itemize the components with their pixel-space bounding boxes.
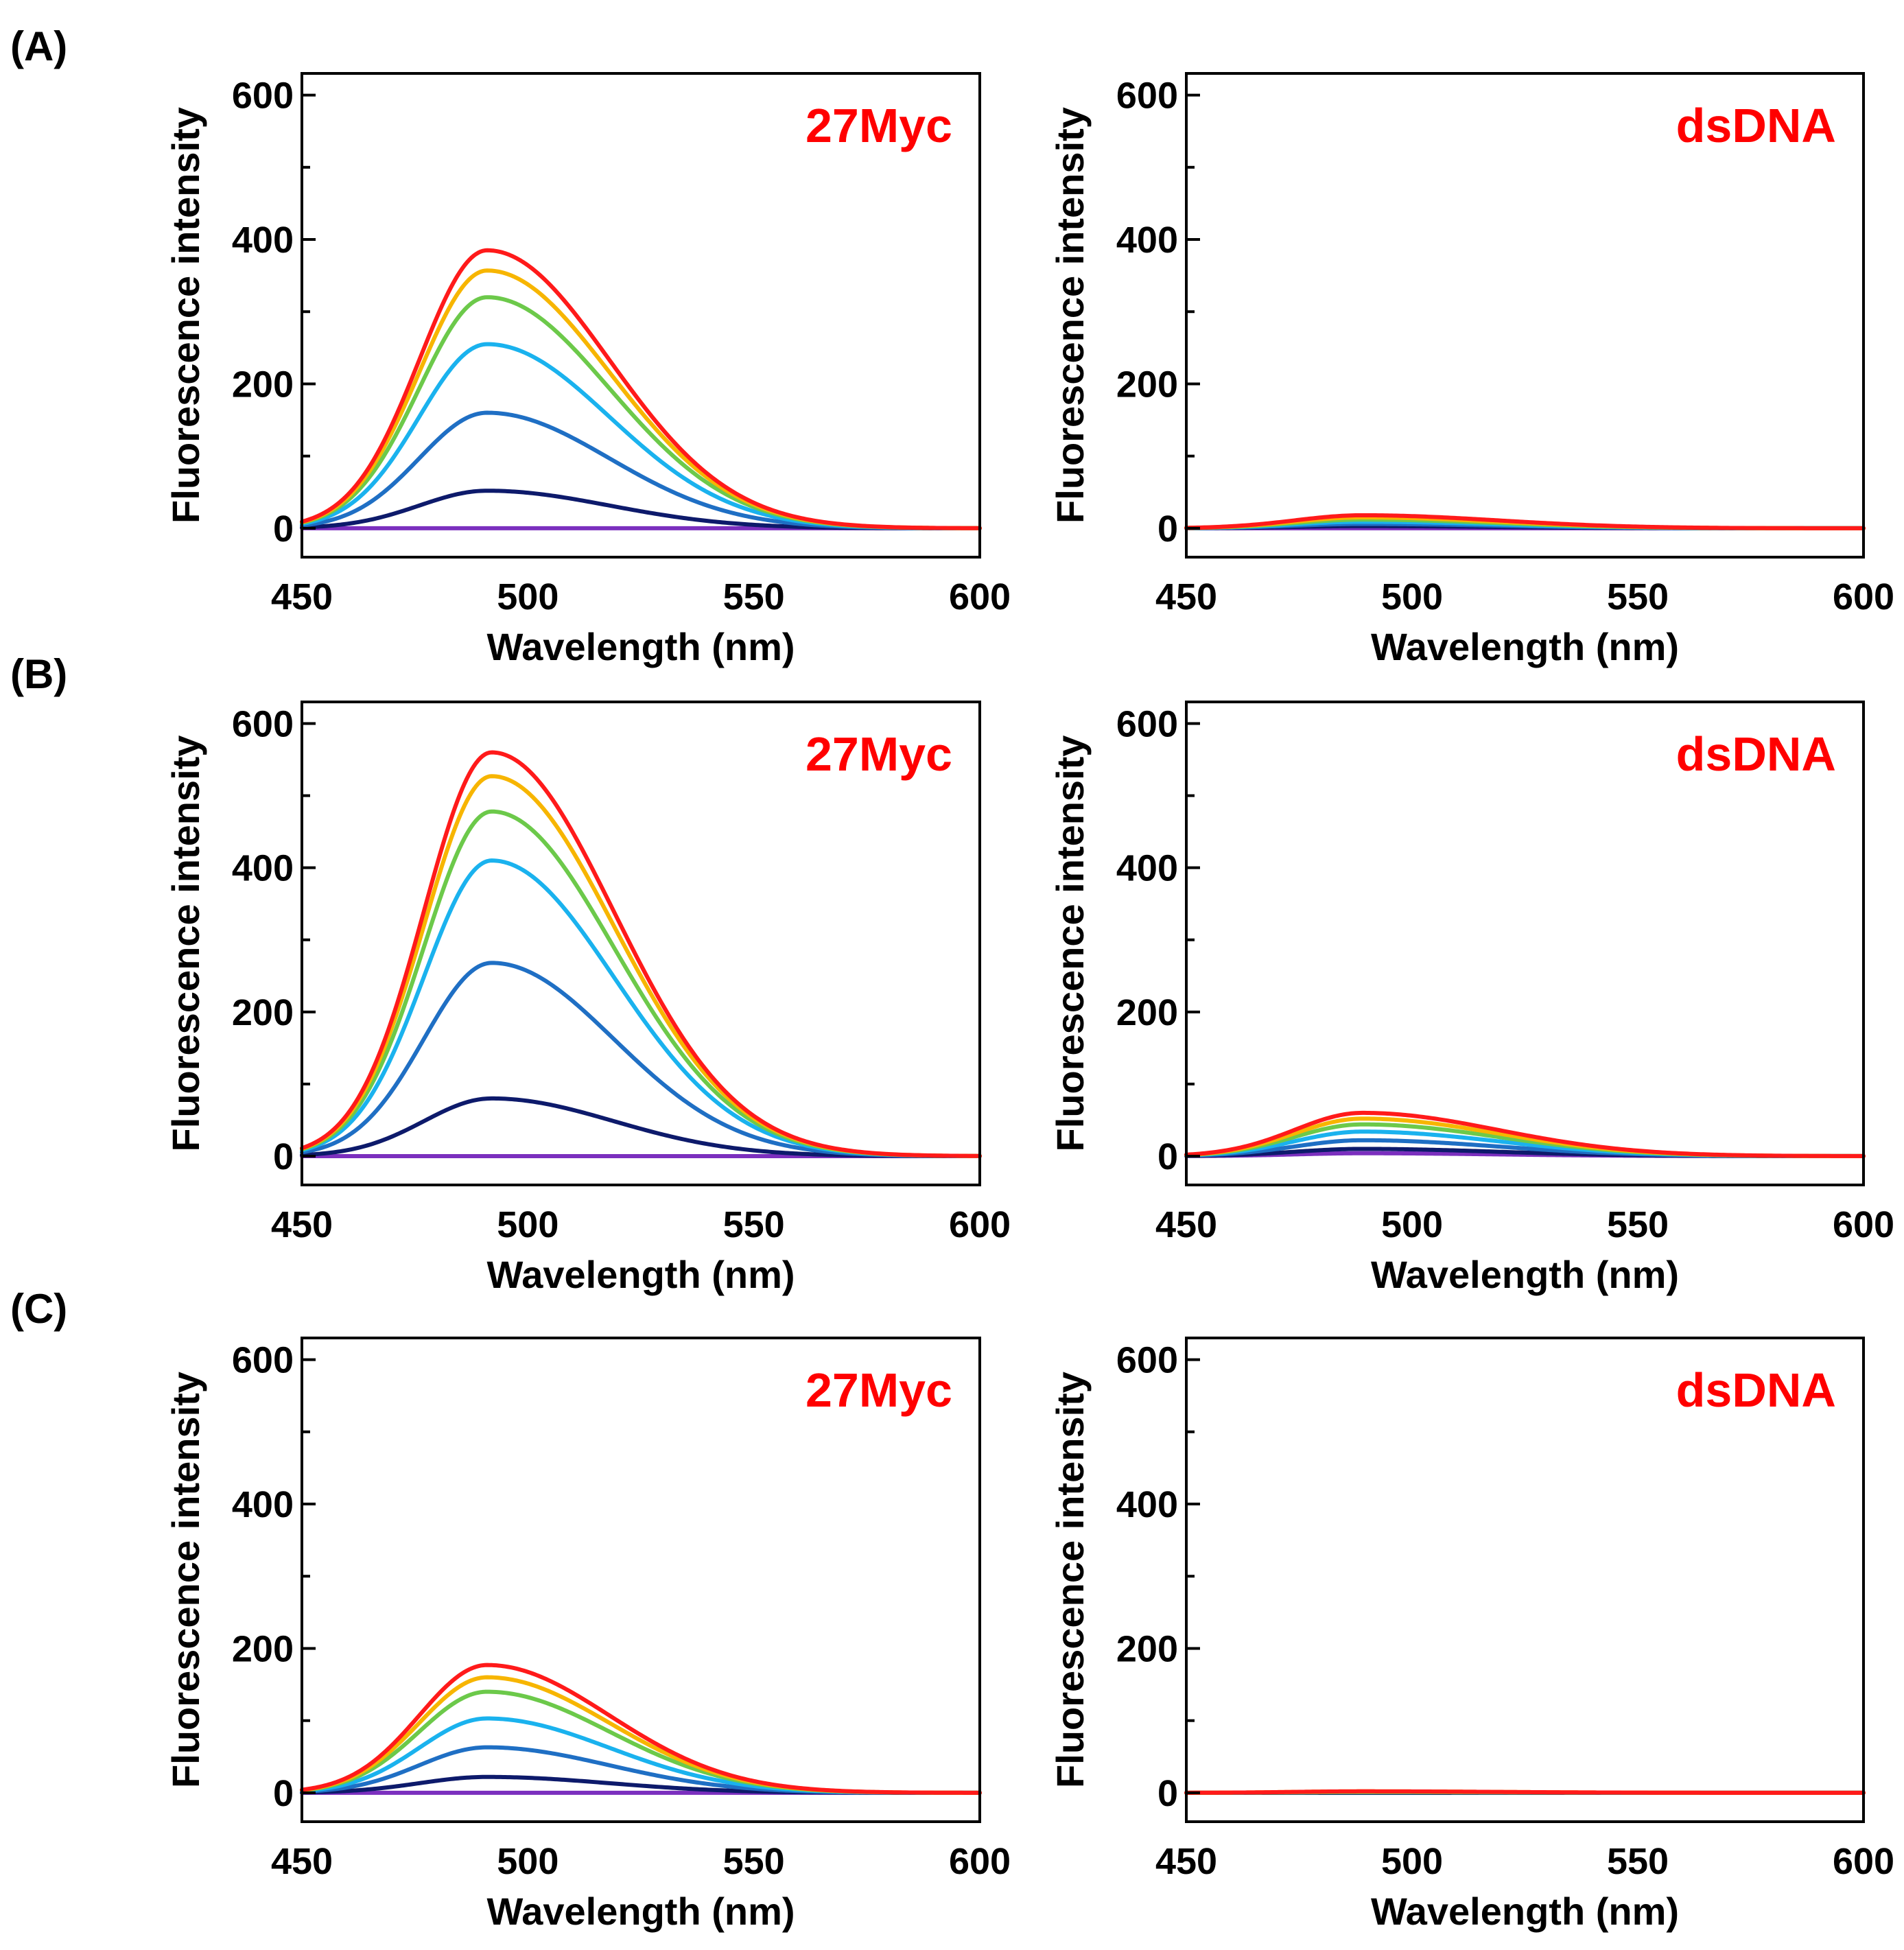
- sample-label: dsDNA: [1676, 1363, 1836, 1417]
- y-tick-label: 600: [232, 75, 294, 117]
- x-tick-label: 450: [1155, 576, 1217, 618]
- y-tick-label: 600: [232, 704, 294, 745]
- x-tick-label: 450: [1155, 1841, 1217, 1882]
- plot-frame: [301, 701, 981, 1186]
- x-tick-label: 600: [1833, 1841, 1894, 1882]
- x-tick-label: 600: [1833, 1204, 1894, 1245]
- x-tick-label: 500: [1381, 576, 1443, 618]
- x-tick-label: 600: [949, 576, 1011, 618]
- y-axis-title: Fluorescence intensity: [1048, 107, 1092, 524]
- y-tick-label: 200: [1116, 1628, 1178, 1669]
- x-tick-label: 600: [949, 1841, 1011, 1882]
- x-tick-label: 450: [271, 1204, 333, 1245]
- x-axis-title: Wavelength (nm): [1371, 1253, 1679, 1296]
- panel-letter-1: (B): [10, 651, 67, 697]
- sample-label: dsDNA: [1676, 99, 1836, 152]
- y-tick-label: 0: [1157, 1136, 1178, 1177]
- plot-frame: [1185, 72, 1865, 559]
- plot-frame: [1185, 701, 1865, 1186]
- chart-A-27Myc: 0 200 400 600 450 500 550 600 Wavelength (nm) Flu…: [164, 72, 1011, 668]
- x-tick-label: 500: [497, 1841, 559, 1882]
- y-tick-label: 0: [273, 1136, 294, 1177]
- series-line-A-27Myc-s2: [300, 489, 982, 530]
- y-tick-label: 0: [1157, 508, 1178, 550]
- y-tick-label: 0: [273, 508, 294, 550]
- x-tick-label: 550: [723, 1841, 785, 1882]
- x-tick-label: 500: [497, 576, 559, 618]
- x-tick-label: 450: [1155, 1204, 1217, 1245]
- x-tick-label: 500: [1381, 1841, 1443, 1882]
- series-line-B-dsDNA-s7: [1184, 1110, 1866, 1158]
- x-tick-label: 550: [1607, 1841, 1669, 1882]
- x-tick-label: 550: [723, 1204, 785, 1245]
- panel-letter-0: (A): [10, 23, 67, 69]
- x-axis-title: Wavelength (nm): [486, 625, 795, 668]
- y-tick-label: 600: [232, 1340, 294, 1381]
- y-axis-title: Fluorescence intensity: [164, 736, 207, 1152]
- y-tick-label: 400: [1116, 220, 1178, 261]
- chart-A-dsDNA: 0 200 400 600 450 500 550 600 Wavelength (nm) Flu…: [1048, 72, 1894, 668]
- y-tick-label: 400: [232, 1484, 294, 1525]
- x-axis-title: Wavelength (nm): [1371, 625, 1679, 668]
- y-tick-label: 400: [232, 848, 294, 889]
- series-line-C-dsDNA-s7: [1184, 1789, 1866, 1795]
- y-axis-title: Fluorescence intensity: [1048, 1372, 1092, 1788]
- y-tick-label: 600: [1116, 75, 1178, 117]
- series-line-A-dsDNA-s7: [1184, 513, 1866, 530]
- y-tick-label: 200: [232, 992, 294, 1033]
- chart-B-27Myc: 0 200 400 600 450 500 550 600 Wavelength (nm) Flu…: [164, 701, 1011, 1296]
- plot-frame: [301, 1337, 981, 1823]
- y-tick-label: 400: [232, 220, 294, 261]
- y-tick-label: 200: [1116, 992, 1178, 1033]
- y-axis-title: Fluorescence intensity: [164, 107, 207, 524]
- x-tick-label: 600: [1833, 576, 1894, 618]
- y-axis-title: Fluorescence intensity: [1048, 736, 1092, 1152]
- sample-label: dsDNA: [1676, 727, 1836, 781]
- x-tick-label: 500: [1381, 1204, 1443, 1245]
- y-axis-title: Fluorescence intensity: [164, 1372, 207, 1788]
- series-line-A-27Myc-s4: [300, 342, 982, 530]
- sample-label: 27Myc: [806, 99, 952, 152]
- x-tick-label: 500: [497, 1204, 559, 1245]
- y-tick-label: 600: [1116, 1340, 1178, 1381]
- chart-B-dsDNA: 0 200 400 600 450 500 550 600 Wavelength (nm) Flu…: [1048, 701, 1894, 1296]
- x-axis-title: Wavelength (nm): [1371, 1890, 1679, 1933]
- sample-label: 27Myc: [806, 1363, 952, 1417]
- series-line-A-27Myc-s7: [300, 248, 982, 530]
- x-tick-label: 600: [949, 1204, 1011, 1245]
- x-tick-label: 550: [723, 576, 785, 618]
- x-axis-title: Wavelength (nm): [486, 1890, 795, 1933]
- y-tick-label: 400: [1116, 848, 1178, 889]
- series-line-C-27Myc-s7: [300, 1663, 982, 1795]
- y-tick-label: 0: [1157, 1773, 1178, 1814]
- series-line-B-27Myc-s7: [300, 750, 982, 1158]
- y-tick-label: 400: [1116, 1484, 1178, 1525]
- sample-label: 27Myc: [806, 727, 952, 781]
- y-tick-label: 200: [232, 364, 294, 405]
- plot-frame: [301, 72, 981, 559]
- x-tick-label: 450: [271, 576, 333, 618]
- chart-C-27Myc: 0 200 400 600 450 500 550 600 Wavelength (nm) Flu…: [164, 1337, 1011, 1933]
- y-tick-label: 600: [1116, 704, 1178, 745]
- x-tick-label: 550: [1607, 1204, 1669, 1245]
- panel-letter-2: (C): [10, 1286, 67, 1332]
- y-tick-label: 200: [232, 1628, 294, 1669]
- y-tick-label: 200: [1116, 364, 1178, 405]
- plot-frame: [1185, 1337, 1865, 1823]
- chart-C-dsDNA: 0 200 400 600 450 500 550 600 Wavelength (nm) Flu…: [1048, 1337, 1894, 1933]
- x-tick-label: 450: [271, 1841, 333, 1882]
- series-line-B-27Myc-s2: [300, 1096, 982, 1158]
- series-line-C-27Myc-s4: [300, 1716, 982, 1795]
- x-tick-label: 550: [1607, 576, 1669, 618]
- x-axis-title: Wavelength (nm): [486, 1253, 795, 1296]
- y-tick-label: 0: [273, 1773, 294, 1814]
